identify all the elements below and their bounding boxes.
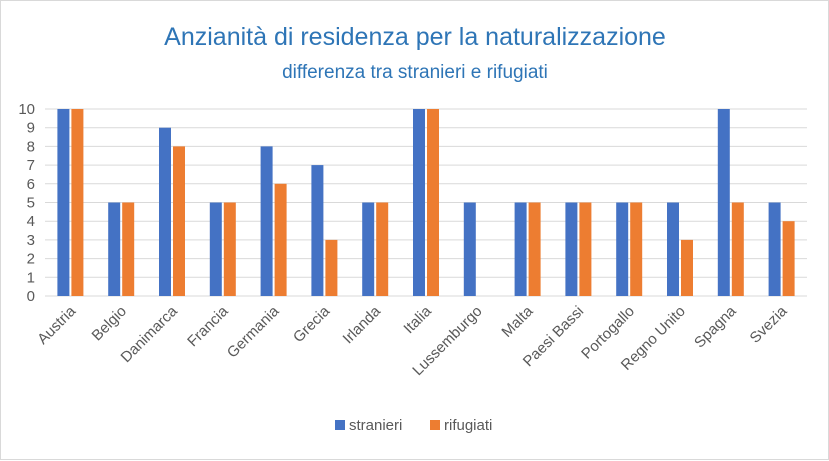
y-tick-label: 10 <box>18 101 35 118</box>
legend-label-rifugiati: rifugiati <box>444 417 492 434</box>
bar-layer <box>57 109 795 296</box>
x-tick-label: Belgio <box>89 303 131 345</box>
bar-rifugiati-12 <box>681 239 693 296</box>
legend-swatch-rifugiati <box>430 420 440 430</box>
y-tick-label: 5 <box>27 195 35 212</box>
bar-rifugiati-6 <box>376 202 389 296</box>
y-tick-label: 7 <box>27 157 35 174</box>
bar-stranieri-4 <box>260 146 273 296</box>
legend-swatch-stranieri <box>335 420 345 430</box>
bar-rifugiati-2 <box>173 146 185 296</box>
y-tick-label: 4 <box>27 213 35 230</box>
x-tick-label: Francia <box>184 302 232 350</box>
bar-stranieri-9 <box>514 202 527 296</box>
bar-stranieri-7 <box>413 109 425 296</box>
chart-subtitle: differenza tra stranieri e rifugiati <box>282 62 548 83</box>
bar-rifugiati-1 <box>122 202 135 296</box>
x-tick-label: Svezia <box>747 302 791 346</box>
bar-rifugiati-3 <box>223 202 236 296</box>
bar-stranieri-0 <box>57 109 70 296</box>
bar-rifugiati-13 <box>731 202 744 296</box>
x-tick-label: Germania <box>224 302 283 361</box>
bar-rifugiati-14 <box>782 221 795 296</box>
bar-stranieri-6 <box>362 202 375 296</box>
x-tick-label: Irlanda <box>340 302 385 347</box>
y-tick-label: 9 <box>27 120 35 137</box>
x-tick-label: Spagna <box>691 302 740 351</box>
bar-stranieri-13 <box>717 109 730 296</box>
y-tick-label: 6 <box>27 176 35 193</box>
bar-rifugiati-0 <box>71 109 84 296</box>
chart-title: Anzianità di residenza per la naturalizz… <box>164 23 666 51</box>
bar-rifugiati-10 <box>579 202 592 296</box>
bar-stranieri-11 <box>616 202 629 296</box>
bar-stranieri-2 <box>159 127 171 296</box>
bar-rifugiati-4 <box>274 183 287 296</box>
bar-stranieri-1 <box>108 202 121 296</box>
bar-rifugiati-11 <box>630 202 643 296</box>
x-tick-label: Grecia <box>290 302 334 346</box>
bar-stranieri-8 <box>463 202 476 296</box>
bar-stranieri-3 <box>209 202 222 296</box>
bar-stranieri-14 <box>768 202 781 296</box>
legend: stranieri rifugiati <box>335 417 492 434</box>
bar-stranieri-5 <box>311 165 324 296</box>
grid-layer <box>45 108 807 297</box>
bar-stranieri-10 <box>565 202 578 296</box>
bar-rifugiati-9 <box>528 202 541 296</box>
bar-rifugiati-7 <box>427 109 439 296</box>
y-tick-label: 8 <box>27 138 35 155</box>
x-tick-label: Italia <box>400 302 435 337</box>
y-tick-label: 2 <box>27 251 35 268</box>
x-tick-label: Austria <box>34 302 79 347</box>
y-tick-label: 0 <box>27 288 35 305</box>
y-tick-label: 1 <box>27 269 35 286</box>
legend-label-stranieri: stranieri <box>349 417 402 434</box>
y-tick-label: 3 <box>27 232 35 249</box>
x-tick-label: Malta <box>498 302 536 340</box>
bar-rifugiati-5 <box>325 239 338 296</box>
bar-stranieri-12 <box>667 202 679 296</box>
